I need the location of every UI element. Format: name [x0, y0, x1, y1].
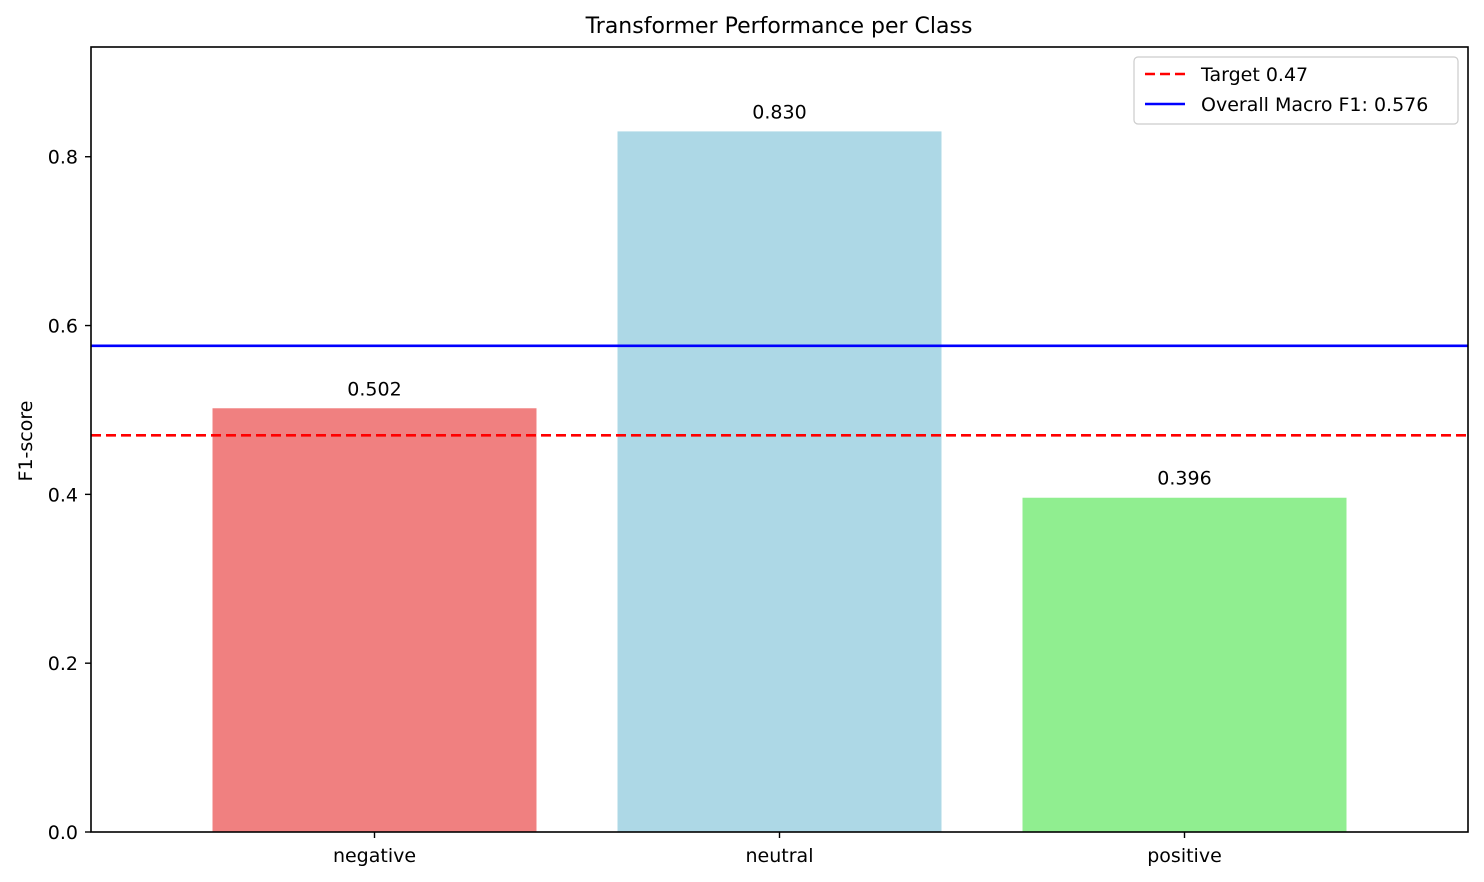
bars-layer — [212, 131, 1347, 833]
legend-box — [1133, 56, 1459, 125]
y-tick-label-0-8: 0.8 — [48, 147, 78, 169]
y-tick-label-0-0: 0.0 — [48, 822, 78, 844]
bar-value-label-positive: 0.396 — [1157, 468, 1211, 490]
y-tick-label-0-2: 0.2 — [48, 653, 78, 675]
bar-negative — [212, 408, 537, 832]
bar-value-labels: 0.502 0.830 0.396 — [347, 101, 1211, 489]
y-axis-ticks: 0.0 0.2 0.4 0.6 0.8 — [48, 147, 91, 844]
y-tick-label-0-4: 0.4 — [48, 484, 78, 506]
x-tick-label-neutral: neutral — [746, 845, 814, 867]
y-tick-label-0-6: 0.6 — [48, 316, 78, 338]
x-tick-label-negative: negative — [333, 845, 416, 867]
bar-neutral — [617, 131, 942, 833]
chart-title: Transformer Performance per Class — [585, 14, 973, 39]
legend: Target 0.47 Overall Macro F1: 0.576 — [1133, 56, 1459, 125]
x-axis-ticks: negative neutral positive — [333, 832, 1222, 867]
y-axis-label: F1-score — [15, 401, 37, 482]
bar-value-label-negative: 0.502 — [347, 378, 401, 400]
legend-entry-macro-f1: Overall Macro F1: 0.576 — [1201, 94, 1428, 116]
x-tick-label-positive: positive — [1147, 845, 1222, 867]
bar-positive — [1022, 497, 1347, 832]
legend-entry-target: Target 0.47 — [1200, 64, 1308, 86]
bar-value-label-neutral: 0.830 — [752, 101, 806, 123]
reference-lines — [91, 344, 1468, 437]
